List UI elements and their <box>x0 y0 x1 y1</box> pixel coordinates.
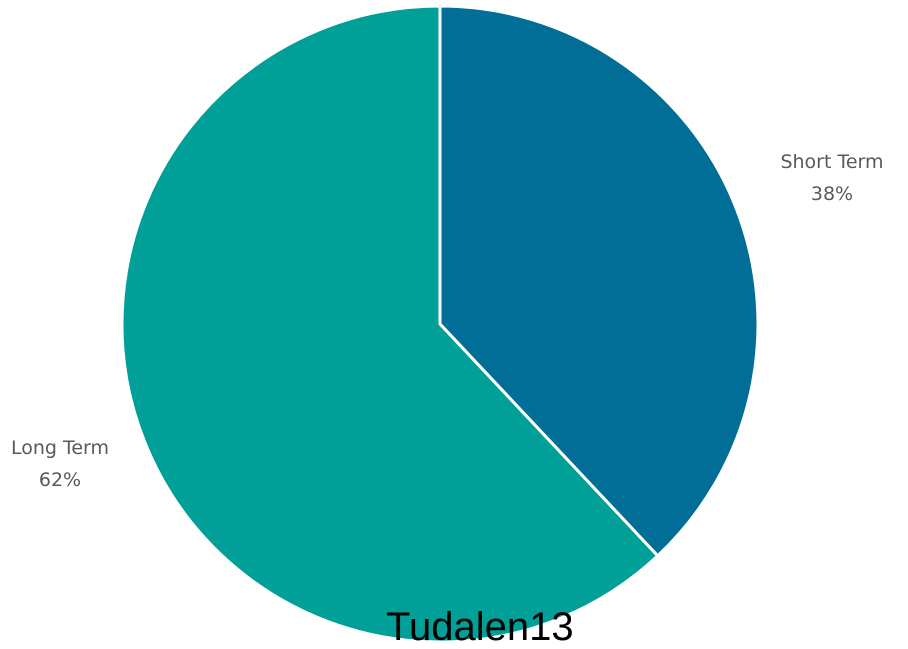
page-number-text: Tudalen13 <box>386 605 574 649</box>
data-label-short-term: Short Term 38% <box>780 151 883 205</box>
data-label-long-term: Long Term 62% <box>11 437 109 491</box>
slice-category-label: Long Term <box>11 437 109 459</box>
slice-percent-label: 38% <box>811 183 853 205</box>
slice-percent-label: 62% <box>39 469 81 491</box>
slice-category-label: Short Term <box>780 151 883 173</box>
pie-slice-short-term <box>438 4 760 558</box>
pie-slice-long-term <box>120 4 660 644</box>
